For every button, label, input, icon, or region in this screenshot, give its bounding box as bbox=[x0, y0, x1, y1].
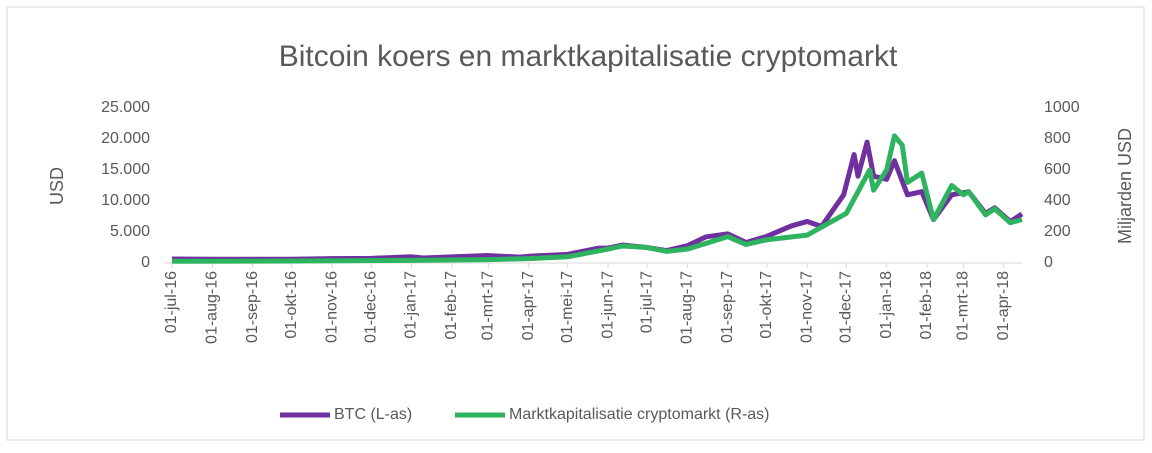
chart-title: Bitcoin koers en marktkapitalisatie cryp… bbox=[279, 40, 898, 73]
y-tick-label: 5.000 bbox=[110, 223, 150, 240]
x-tick-label: 01-dec-16 bbox=[362, 271, 379, 343]
x-tick-label: 01-apr-18 bbox=[995, 271, 1012, 340]
y2-tick-label: 800 bbox=[1044, 130, 1071, 147]
chart-frame bbox=[6, 6, 1145, 441]
x-tick-label: 01-aug-16 bbox=[204, 271, 221, 344]
x-tick-label: 01-jan-17 bbox=[403, 271, 420, 339]
x-tick-label: 01-mrt-18 bbox=[955, 271, 972, 340]
line-series bbox=[171, 133, 1023, 264]
x-tick-label: 01-feb-18 bbox=[918, 271, 935, 340]
y2-tick-label: 400 bbox=[1044, 192, 1071, 209]
x-tick-label: 01-feb-17 bbox=[443, 271, 460, 340]
y2-axis-label: Miljarden USD bbox=[1115, 128, 1135, 244]
legend-label: BTC (L-as) bbox=[334, 406, 412, 423]
x-tick-label: 01-jun-17 bbox=[599, 271, 616, 339]
x-tick-label: 01-nov-17 bbox=[798, 271, 815, 343]
x-tick-label: 01-jul-16 bbox=[163, 271, 180, 333]
y-tick-label: 25.000 bbox=[101, 99, 150, 116]
y-tick-label: 0 bbox=[141, 254, 150, 271]
x-tick-label: 01-dec-17 bbox=[837, 271, 854, 343]
x-tick-label: 01-nov-16 bbox=[323, 271, 340, 343]
x-tick-label: 01-mei-17 bbox=[559, 271, 576, 343]
y-axis-label: USD bbox=[47, 167, 67, 205]
y2-tick-label: 200 bbox=[1044, 223, 1071, 240]
x-tick-label: 01-sep-17 bbox=[719, 271, 736, 343]
y-tick-label: 10.000 bbox=[101, 192, 150, 209]
legend-label: Marktkapitalisatie cryptomarkt (R-as) bbox=[509, 406, 770, 423]
x-tick-label: 01-mrt-17 bbox=[480, 271, 497, 340]
x-tick-label: 01-okt-17 bbox=[758, 271, 775, 339]
x-tick-label: 01-jul-17 bbox=[638, 271, 655, 333]
y2-tick-label: 1000 bbox=[1044, 99, 1080, 116]
x-tick-label: 01-apr-17 bbox=[520, 271, 537, 340]
x-tick-label: 01-aug-17 bbox=[679, 271, 696, 344]
x-tick-label: 01-sep-16 bbox=[244, 271, 261, 343]
y-tick-label: 15.000 bbox=[101, 161, 150, 178]
y2-tick-label: 0 bbox=[1044, 254, 1053, 271]
y-tick-label: 20.000 bbox=[101, 130, 150, 147]
x-tick-label: 01-okt-16 bbox=[283, 271, 300, 339]
x-tick-label: 01-jan-18 bbox=[878, 271, 895, 339]
y2-tick-label: 600 bbox=[1044, 161, 1071, 178]
